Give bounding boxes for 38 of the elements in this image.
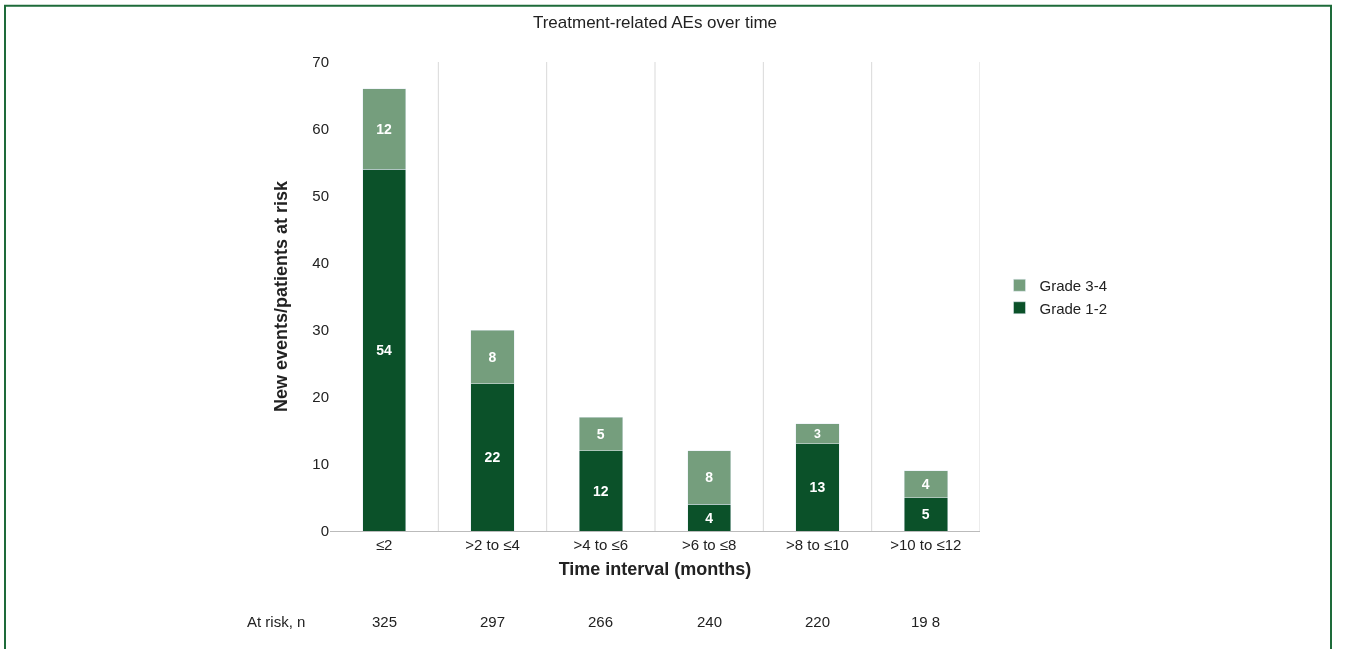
- data-label: 5: [596, 425, 605, 442]
- x-tick-label: >8 to ≤10: [786, 536, 849, 553]
- y-tick-label: 60: [312, 120, 329, 138]
- x-tick-label: >6 to ≤8: [681, 536, 737, 553]
- data-label: 8: [488, 348, 497, 365]
- y-axis-title: New events/patients at risk: [270, 179, 291, 413]
- chart-title: Treatment-related AEs over time: [532, 13, 778, 33]
- y-tick-label: 30: [312, 321, 329, 339]
- data-label: 22: [484, 449, 501, 466]
- text: 297: [480, 613, 506, 630]
- data-label: 8: [705, 469, 714, 486]
- text: 240: [697, 613, 723, 630]
- x-tick-label: ≤2: [375, 536, 393, 553]
- text: 220: [805, 613, 831, 630]
- y-tick-label: 0: [320, 522, 329, 540]
- y-tick-label: 40: [312, 254, 329, 272]
- legend-label: Grade 1-2: [1039, 299, 1108, 317]
- legend-label: Grade 3-4: [1039, 277, 1108, 295]
- data-label: 12: [592, 482, 609, 499]
- x-axis-title: Time interval (months): [558, 559, 752, 580]
- x-tick-label: >4 to ≤6: [573, 536, 629, 553]
- text: 266: [588, 613, 614, 630]
- x-tick-label: >2 to ≤4: [465, 536, 520, 553]
- text: 325: [372, 613, 398, 630]
- y-tick-label: 70: [312, 53, 329, 71]
- data-label: 4: [921, 476, 930, 493]
- text: At risk, n: [247, 613, 306, 630]
- y-tick-label: 50: [312, 187, 329, 205]
- data-label: 54: [376, 342, 393, 359]
- data-label: 3: [813, 427, 821, 442]
- data-label: 13: [809, 479, 826, 496]
- data-label: 5: [921, 506, 930, 523]
- y-tick-label: 20: [312, 388, 329, 406]
- data-label: 12: [376, 121, 393, 137]
- y-tick-label: 10: [312, 455, 329, 473]
- text: 19 8: [911, 613, 941, 630]
- x-tick-label: >10 to ≤12: [890, 536, 962, 553]
- data-label: 4: [705, 509, 714, 526]
